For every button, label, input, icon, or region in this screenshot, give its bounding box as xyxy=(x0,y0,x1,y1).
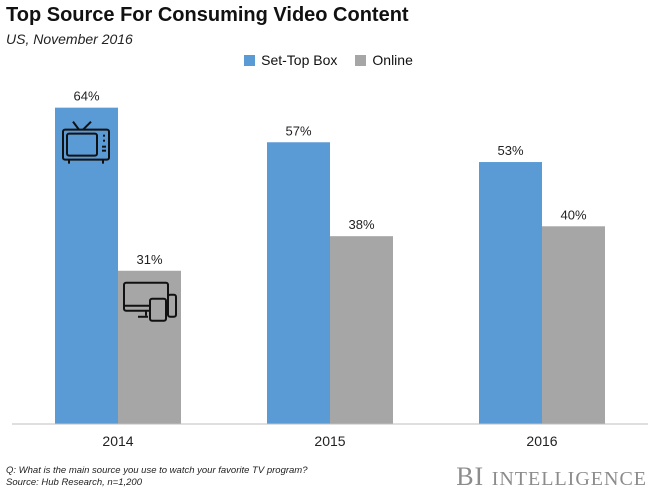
legend: Set-Top Box Online xyxy=(0,52,657,68)
bar-online-2015 xyxy=(330,236,393,424)
legend-swatch-online xyxy=(355,54,367,66)
legend-label-online: Online xyxy=(372,52,413,68)
legend-label-set-top-box: Set-Top Box xyxy=(261,52,338,68)
legend-item-online: Online xyxy=(355,52,413,68)
bar-set-top-box-2016 xyxy=(479,162,542,424)
brand-first: BI xyxy=(456,462,485,491)
brand-second: Intelligence xyxy=(491,468,647,490)
legend-item-set-top-box: Set-Top Box xyxy=(244,52,337,68)
bar-online-2016 xyxy=(542,226,605,424)
data-label-online-2015: 38% xyxy=(348,217,374,232)
data-label-set-top-box-2016: 53% xyxy=(497,143,523,158)
x-tick-label-2016: 2016 xyxy=(526,433,557,449)
bar-online-2014 xyxy=(118,270,181,424)
bi-intelligence-logo: BI Intelligence xyxy=(456,462,647,492)
tv-icon xyxy=(62,120,110,164)
data-label-set-top-box-2015: 57% xyxy=(285,123,311,138)
data-label-online-2014: 31% xyxy=(136,252,162,267)
devices-icon xyxy=(123,281,177,322)
data-label-online-2016: 40% xyxy=(560,207,586,222)
x-tick-label-2015: 2015 xyxy=(314,433,345,449)
chart-subtitle: US, November 2016 xyxy=(6,31,133,47)
footnote: Q: What is the main source you use to wa… xyxy=(6,465,308,489)
data-label-set-top-box-2014: 64% xyxy=(73,89,99,104)
footnote-question: Q: What is the main source you use to wa… xyxy=(6,465,308,476)
chart-title: Top Source For Consuming Video Content xyxy=(6,4,409,26)
x-tick-label-2014: 2014 xyxy=(102,433,133,449)
footnote-source: Source: Hub Research, n=1,200 xyxy=(6,477,142,488)
legend-swatch-set-top-box xyxy=(244,54,256,66)
bar-set-top-box-2015 xyxy=(267,142,330,424)
